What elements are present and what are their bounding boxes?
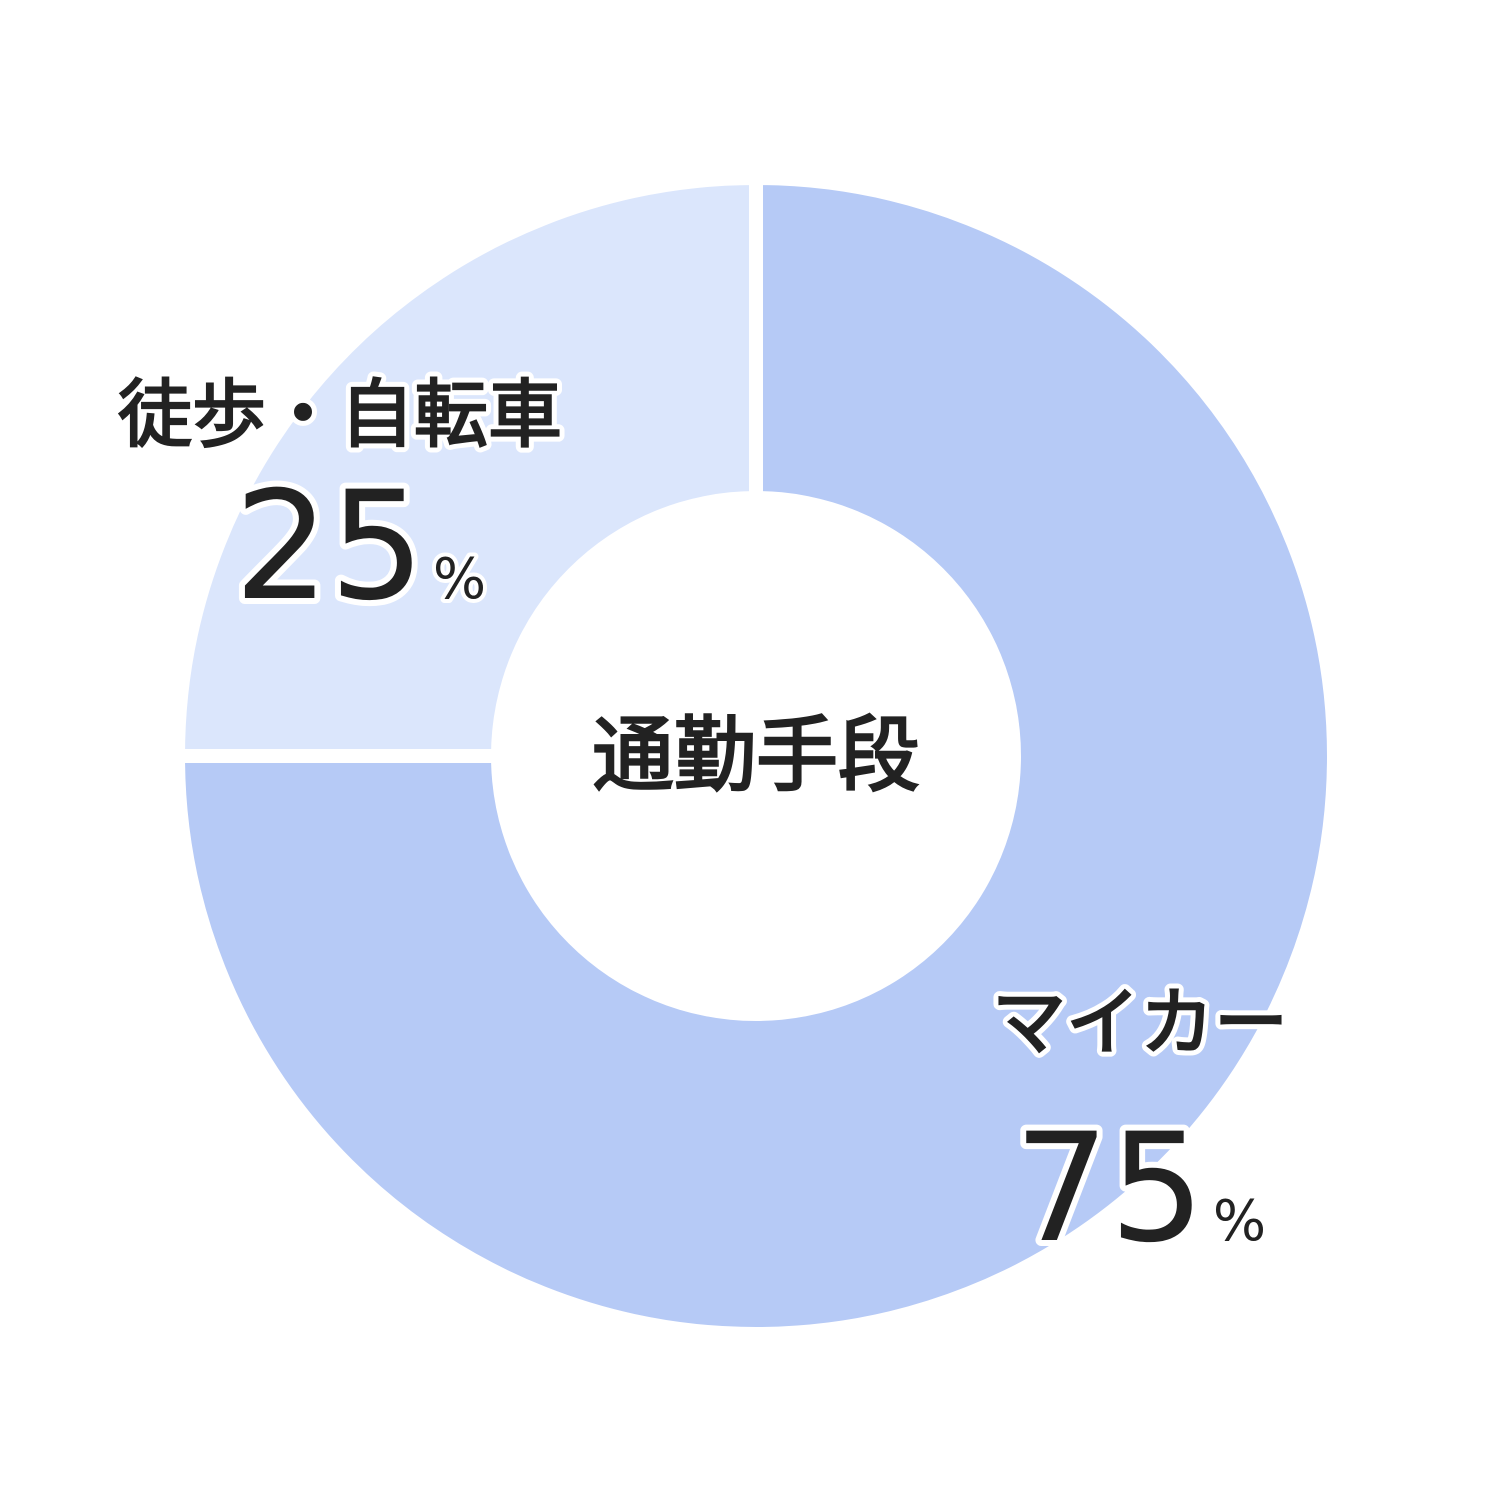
slice-1-value-number: 75: [1014, 1102, 1205, 1276]
slice-1-category-label: マイカー: [992, 980, 1288, 1066]
slice-1: [170, 170, 1341, 1341]
slice-1-value-label: 75%: [1014, 1102, 1266, 1276]
slice-2-value-number: 25: [234, 460, 425, 634]
slice-2-value-label: 25%: [234, 460, 486, 634]
slice-2-category-label: 徒歩・自転車: [117, 372, 562, 458]
donut-hole: [491, 491, 1021, 1021]
slice-1-value-unit: %: [1213, 1189, 1266, 1254]
center-title: 通勤手段: [592, 709, 920, 804]
slice-2-value-unit: %: [433, 547, 486, 612]
